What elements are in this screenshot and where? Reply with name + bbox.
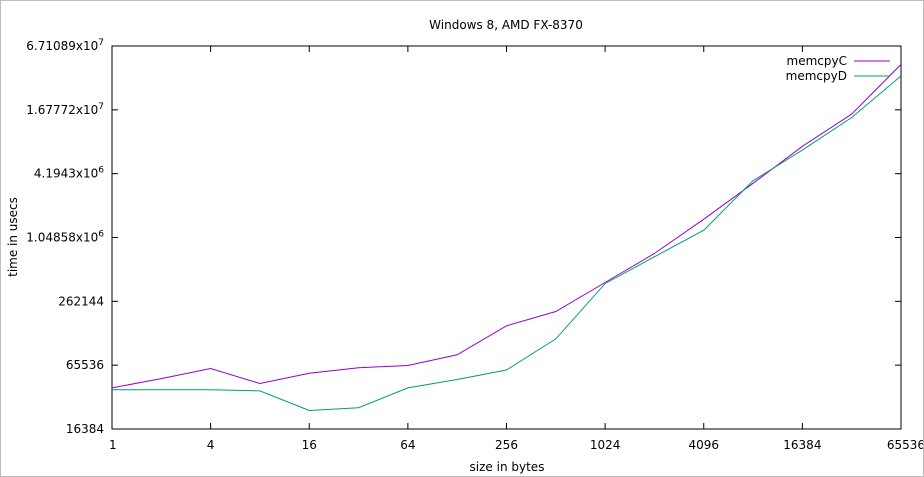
y-tick-label: 262144 [58, 294, 104, 308]
y-tick-label: 16384 [66, 422, 104, 436]
series-line-memcpyc [111, 64, 902, 389]
x-tick-label: 64 [400, 438, 415, 452]
legend-label-memcpyd: memcpyD [786, 69, 847, 83]
x-axis-label: size in bytes [470, 460, 545, 474]
y-tick-label: 1.04858x106 [26, 229, 104, 244]
x-tick-label: 16 [302, 438, 317, 452]
chart-title: Windows 8, AMD FX-8370 [429, 18, 583, 32]
y-tick-label: 6.71089x107 [26, 38, 104, 53]
y-tick-label: 65536 [66, 358, 104, 372]
x-tick-label: 16384 [783, 438, 821, 452]
x-tick-label: 256 [495, 438, 518, 452]
x-tick-label: 4096 [688, 438, 719, 452]
series-lines [111, 64, 902, 412]
x-tick-label: 1 [109, 438, 117, 452]
x-tick-label: 65536 [887, 438, 923, 452]
x-tick-label: 1024 [590, 438, 621, 452]
x-tick-label: 4 [207, 438, 215, 452]
legend-label-memcpyc: memcpyC [787, 54, 847, 68]
x-axis-ticks: 1 4 16 64 256 1024 4096 16384 65536 [109, 46, 923, 452]
y-axis-ticks: 16384 65536 262144 1.04858x106 4.1943x106 1.6… [26, 38, 901, 436]
y-axis-label: time in usecs [6, 197, 20, 277]
series-line-memcpyd [112, 75, 902, 412]
y-tick-label: 4.1943x106 [34, 166, 104, 181]
y-tick-label: 1.67772x107 [26, 102, 104, 117]
plot-frame [111, 45, 902, 430]
